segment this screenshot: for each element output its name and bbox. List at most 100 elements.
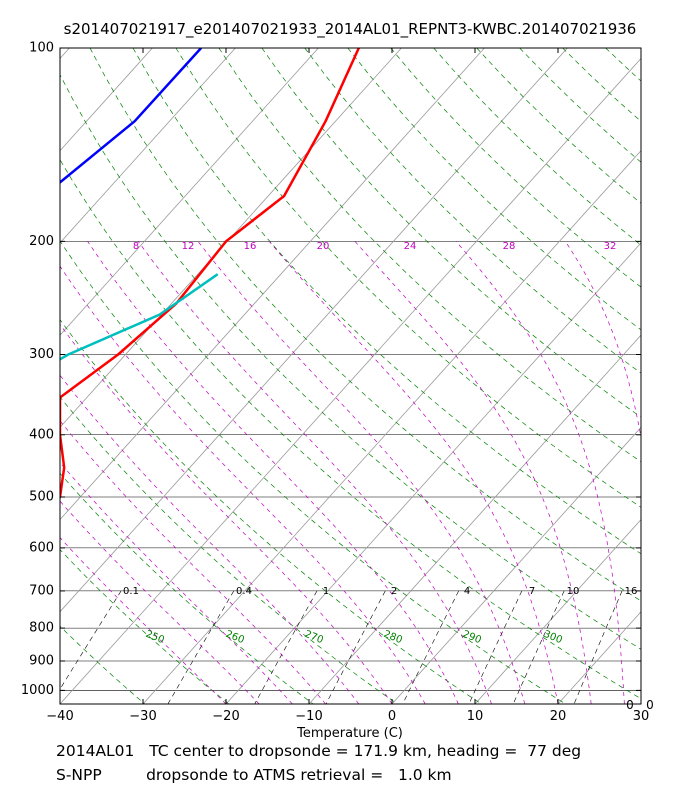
mixing-ratio-label: 16 [625, 586, 638, 597]
dry-adiabat [390, 48, 641, 288]
dry-adiabat [132, 48, 641, 555]
y-tick-label: 1000 [21, 683, 54, 698]
y-tick-label: 200 [29, 234, 54, 249]
plot-title: s201407021917_e201407021933_2014AL01_REP… [63, 20, 637, 38]
moist-adiabat [60, 461, 293, 704]
mixing-ratio-line [167, 590, 235, 704]
isotherm [225, 242, 641, 704]
y-tick-label: 100 [29, 41, 54, 56]
dry-adiabat [261, 48, 641, 418]
moist-adiabat [60, 323, 393, 704]
dry-adiabat-label: 270 [303, 629, 325, 646]
series-line-0 [60, 48, 360, 500]
y-tick-label: 600 [29, 540, 54, 555]
corner-label: 0 [646, 698, 654, 712]
mixing-ratio-label: 0.4 [236, 586, 252, 597]
plot-frame [59, 47, 642, 705]
isotherm [60, 48, 319, 336]
isotherm [60, 48, 153, 152]
x-tick-label: 20 [550, 709, 567, 724]
moist-adiabat-label: 8 [133, 241, 139, 252]
moist-adiabat-label: 16 [244, 241, 257, 252]
mixing-ratio-label: 0.1 [123, 586, 139, 597]
footer-line-1: 2014AL01 TC center to dropsonde = 171.9 … [56, 742, 582, 760]
dry-adiabat [519, 48, 641, 163]
moist-adiabat-label: 28 [503, 241, 516, 252]
moist-adiabat [666, 241, 697, 704]
x-tick-label: 10 [467, 709, 484, 724]
isotherm [640, 703, 641, 704]
isotherm [60, 48, 402, 428]
x-tick-label: −10 [295, 709, 322, 724]
dry-adiabat [60, 158, 641, 700]
series-layer [0, 48, 360, 690]
moist-adiabat-label: 12 [182, 241, 195, 252]
y-tick-label: 800 [29, 621, 54, 636]
dry-adiabat-label: 250 [144, 629, 166, 646]
mixing-ratio-line [60, 590, 122, 690]
isotherm [60, 48, 485, 521]
dry-adiabat [60, 74, 641, 650]
moist-adiabat [269, 241, 559, 704]
moist-adiabat-label: 24 [404, 241, 417, 252]
corner-label: 0 [626, 698, 634, 712]
dry-adiabat [60, 396, 398, 704]
dry-adiabat [60, 549, 230, 704]
dry-adiabat [347, 48, 641, 331]
moist-adiabat [60, 420, 326, 704]
mixing-ratio-label: 1 [323, 586, 329, 597]
isotherm [142, 150, 641, 704]
isotherm [60, 48, 568, 613]
mixing-ratio-line [402, 590, 459, 704]
moist-adiabat-label: 20 [317, 241, 330, 252]
isotherm [391, 426, 641, 704]
footer-line-2: S-NPP dropsonde to ATMS retrieval = 1.0 … [56, 766, 452, 784]
series-line-3 [60, 273, 219, 361]
dry-adiabat [433, 48, 641, 246]
dry-adiabat [562, 48, 641, 122]
moist-adiabat [138, 241, 492, 704]
isotherm [474, 518, 641, 704]
y-tick-label: 300 [29, 347, 54, 362]
dry-adiabat [605, 48, 641, 82]
dry-adiabat-label: 290 [461, 629, 483, 646]
moist-adiabat [60, 500, 260, 704]
mixing-ratio-line [325, 590, 386, 704]
moist-adiabat [60, 374, 360, 704]
x-tick-label: 0 [388, 709, 396, 724]
mixing-ratio-label: 10 [567, 586, 580, 597]
isotherm [557, 611, 641, 704]
y-tick-label: 400 [29, 427, 54, 442]
dry-adiabat [175, 48, 641, 508]
background-lines [60, 48, 700, 704]
isotherm [60, 48, 236, 244]
x-tick-label: 30 [633, 709, 650, 724]
dry-adiabat [60, 625, 146, 704]
series-line-2 [0, 204, 19, 690]
moist-adiabat [455, 241, 625, 704]
dry-adiabat-label: 280 [382, 629, 404, 646]
isotherm [60, 57, 641, 704]
mixing-ratio-label: 4 [464, 586, 470, 597]
isotherm [60, 48, 70, 60]
dry-adiabat [60, 702, 61, 704]
mixing-ratio-line [573, 590, 623, 704]
dry-adiabat [60, 319, 482, 704]
dry-adiabat [649, 48, 700, 704]
moist-adiabat [60, 537, 227, 704]
mixing-ratio-line [254, 590, 318, 704]
moist-adiabat [197, 241, 526, 704]
moist-adiabat-label: 32 [604, 241, 617, 252]
dry-adiabat [60, 472, 314, 704]
x-tick-label: −30 [129, 709, 156, 724]
moist-adiabat [565, 241, 641, 440]
dry-adiabat [218, 48, 641, 463]
x-tick-label: −40 [46, 709, 73, 724]
mixing-ratio-line [468, 590, 523, 704]
y-tick-label: 700 [29, 583, 54, 598]
isotherm [308, 334, 641, 704]
mixing-ratio-label: 2 [391, 586, 397, 597]
